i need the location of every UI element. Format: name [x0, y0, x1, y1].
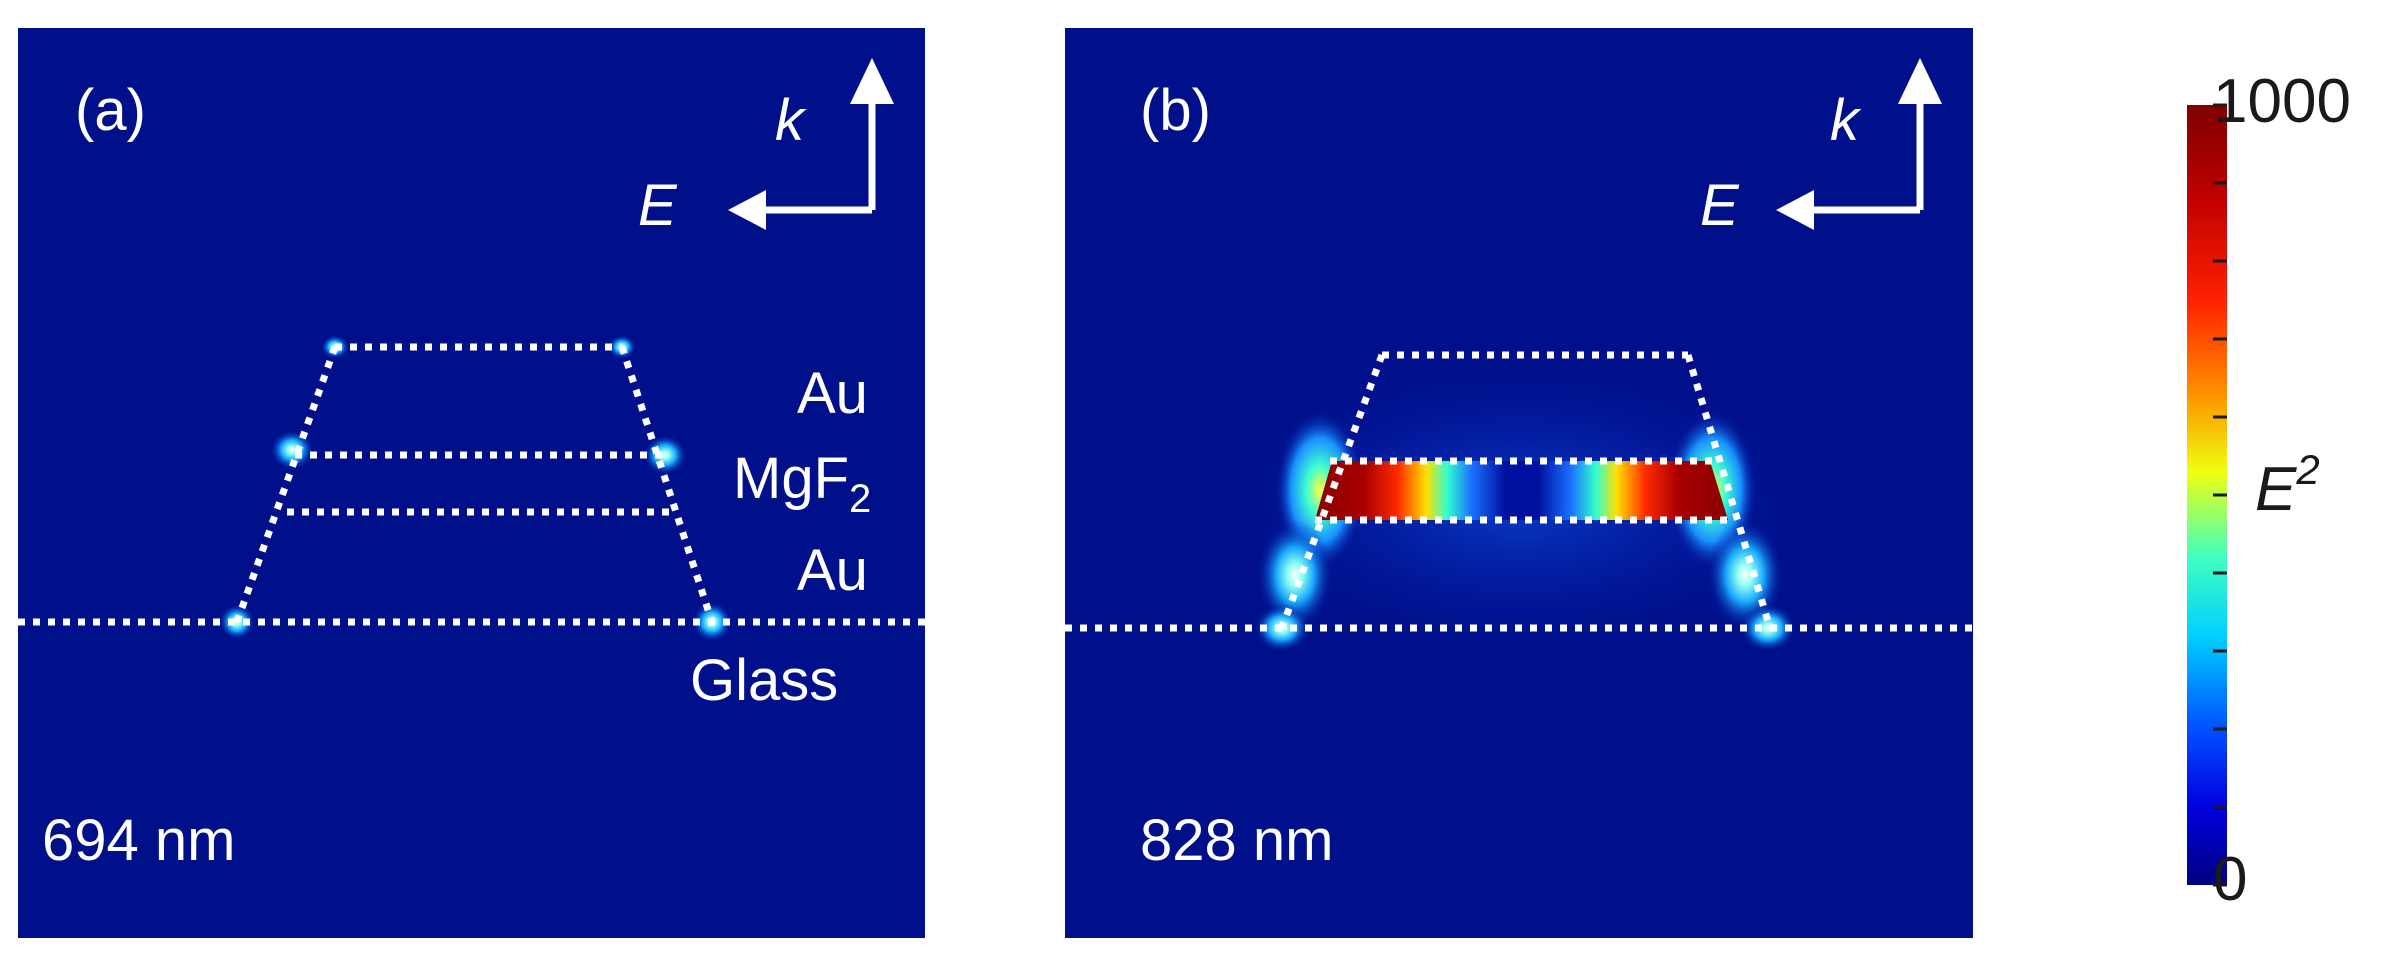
panel-b-structure: [1065, 351, 1973, 632]
e-arrow-head: [728, 190, 766, 230]
label-mgf2: MgF2: [733, 446, 871, 521]
colorbar: 1000 0 E2: [2187, 67, 2351, 914]
panel-a-e-label: E: [638, 173, 678, 238]
label-mgf2-base: MgF: [733, 446, 849, 511]
panel-b-axes: k E: [1700, 58, 1942, 238]
colorbar-quantity-base: E: [2255, 455, 2297, 524]
panel-a-wavelength: 694 nm: [42, 808, 235, 873]
panel-b-tag: (b): [1140, 78, 1211, 143]
panel-a: (a) k E Au MgF2 Au Glass 694 nm: [18, 28, 925, 938]
colorbar-min-label: 0: [2213, 845, 2247, 914]
panel-a-layer-labels: Au MgF2 Au Glass: [690, 361, 871, 713]
colorbar-quantity-sup: 2: [2295, 446, 2319, 493]
colorbar-ticks: [2213, 103, 2227, 887]
label-top-au: Au: [797, 361, 868, 426]
panel-a-axes: k E: [638, 58, 894, 238]
panel-b-hotspots: [1254, 410, 1796, 652]
panel-b-wavelength: 828 nm: [1140, 808, 1333, 873]
label-mgf2-sub: 2: [849, 477, 871, 521]
panel-b-gap-field: [1315, 461, 1728, 520]
colorbar-quantity-label: E2: [2255, 446, 2320, 524]
panel-a-k-label: k: [775, 88, 807, 153]
k-arrow-head: [1898, 58, 1942, 104]
label-bottom-au: Au: [797, 538, 868, 603]
panel-a-structure: [18, 343, 925, 626]
k-arrow-head: [850, 58, 894, 104]
panel-b: (b) k E 828 nm: [1065, 28, 1973, 938]
e-arrow-head: [1776, 190, 1814, 230]
panel-a-tag: (a): [75, 78, 146, 143]
colorbar-max-label: 1000: [2213, 67, 2351, 136]
panel-a-background: [18, 28, 925, 938]
panel-b-k-label: k: [1830, 88, 1862, 153]
label-glass: Glass: [690, 648, 838, 713]
panel-b-e-label: E: [1700, 173, 1740, 238]
